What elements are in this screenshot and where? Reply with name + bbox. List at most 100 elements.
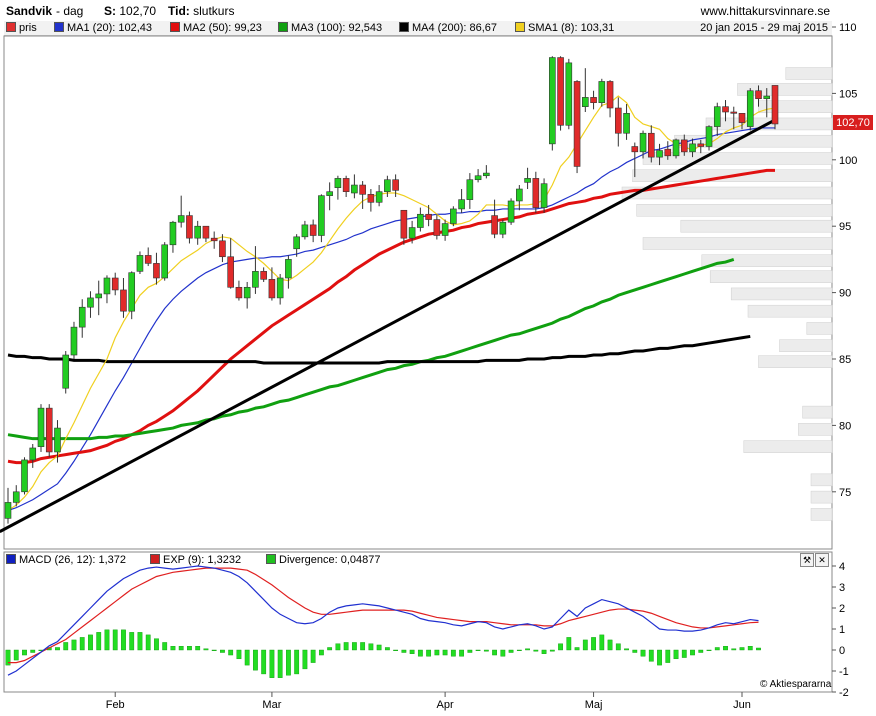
divergence-bar [55, 647, 60, 651]
candle-body [252, 271, 259, 288]
candle-body [507, 200, 515, 223]
volume-bar [806, 322, 833, 335]
legend-label: MA2 (50): 99,23 [183, 22, 262, 34]
legend-swatch [399, 22, 409, 33]
macd-y-axis: 4 3 2 1 0 -1 -2 [832, 561, 849, 699]
divergence-bar [286, 649, 291, 676]
legend-swatch [278, 22, 288, 33]
candle-body [103, 277, 111, 295]
divergence-bar [698, 649, 704, 653]
candle-body [202, 225, 210, 239]
period-label: - dag [56, 4, 84, 18]
candle-body [466, 179, 474, 200]
divergence-bar [351, 642, 357, 651]
macd-panel-frame [3, 551, 833, 693]
y-tick-label: 90 [839, 288, 851, 300]
candle-body [318, 195, 325, 236]
divergence-bar [71, 639, 77, 651]
divergence-bar [747, 646, 753, 651]
divergence-bar [170, 646, 176, 651]
exp-line [8, 567, 759, 664]
y-tick-label: 95 [839, 221, 851, 233]
candle-body [590, 97, 597, 103]
y-tick-label: 2 [839, 603, 845, 615]
divergence-bar [401, 649, 407, 653]
candle-body [78, 306, 86, 328]
divergence-bar [236, 649, 242, 660]
price-tag: 102,70 [836, 117, 870, 129]
divergence-bar [145, 634, 151, 651]
legend-swatch [266, 554, 276, 565]
candle-body [144, 255, 152, 264]
divergence-bar [467, 649, 473, 653]
divergence-bar [384, 647, 390, 651]
divergence-bar [665, 649, 671, 663]
divergence-bar [450, 649, 456, 657]
tid-value: slutkurs [193, 4, 235, 18]
legend-swatch [54, 22, 64, 33]
candle-body [516, 188, 523, 202]
price-y-axis: 110 105 100 95 90 85 80 75 [832, 22, 857, 499]
candle-body [483, 172, 490, 177]
tid-label: Tid: [168, 4, 190, 18]
divergence-bar [714, 647, 720, 651]
divergence-bar [269, 649, 275, 678]
divergence-bar [615, 643, 621, 651]
divergence-bar [154, 638, 159, 651]
candle-body [755, 90, 762, 100]
candle-body [136, 255, 144, 272]
y-tick-label: 4 [839, 561, 845, 573]
wrench-icon[interactable]: ⚒ [800, 553, 814, 567]
divergence-bar [640, 649, 646, 657]
divergence-bar [203, 648, 209, 651]
divergence-bar [63, 642, 69, 651]
y-tick-label: -1 [839, 666, 849, 678]
divergence-bar [79, 637, 85, 651]
divergence-bar [483, 649, 489, 652]
y-tick-label: 80 [839, 420, 851, 432]
volume-bar [642, 152, 833, 165]
site-link[interactable]: www.hittakursvinnare.se [700, 4, 830, 18]
y-tick-label: 105 [839, 88, 857, 100]
chart-header: Sandvik - dag S: 102,70 Tid: slutkurs ww… [6, 4, 868, 20]
divergence-bar [558, 643, 563, 651]
legend-label: Divergence: 0,04877 [279, 554, 381, 566]
candle-body [326, 191, 333, 196]
candle-body [384, 179, 391, 192]
candle-body [639, 132, 647, 153]
candle-body [408, 227, 416, 239]
candle-body [615, 107, 622, 134]
x-tick-label: Jun [733, 699, 751, 711]
divergence-bar [5, 649, 11, 666]
divergence-bar [112, 629, 118, 651]
close-icon[interactable]: ✕ [815, 553, 829, 567]
divergence-bar [739, 647, 745, 651]
candle-body [441, 223, 449, 236]
divergence-bar [434, 649, 440, 656]
candle-body [29, 447, 37, 461]
price-label: S: [104, 4, 116, 18]
divergence-bar [500, 649, 506, 657]
divergence-bar [756, 647, 761, 651]
divergence-bar [508, 649, 514, 653]
ma-line [7, 127, 775, 511]
volume-bar [810, 473, 833, 487]
y-tick-label: 85 [839, 354, 851, 366]
candle-body [87, 297, 94, 308]
candle-body [532, 178, 540, 208]
candle-body [713, 106, 721, 127]
candle-body [647, 132, 655, 158]
candle-body [276, 277, 284, 299]
volume-bar [798, 423, 833, 436]
candle-body [425, 213, 432, 220]
divergence-bar [607, 639, 613, 651]
candle-body [631, 146, 639, 153]
macd-line [7, 565, 759, 676]
candle-body [582, 97, 589, 107]
divergence-bars [5, 629, 761, 678]
candle-body [565, 62, 573, 126]
candle-body [417, 213, 424, 228]
legend-label: MA3 (100): 92,543 [291, 22, 383, 34]
candle-body [285, 259, 292, 279]
legend-item-ma1: MA1 (20): 102,43 [54, 22, 152, 34]
